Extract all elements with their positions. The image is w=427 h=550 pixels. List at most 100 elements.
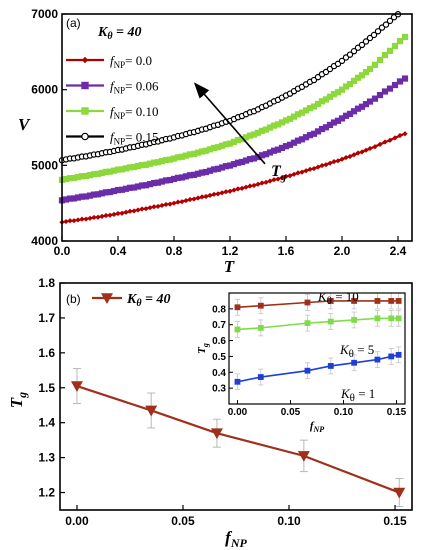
panel-a-point xyxy=(350,77,358,85)
panel-a-point xyxy=(397,132,403,139)
panel-a-point xyxy=(163,201,169,208)
inset-point xyxy=(395,351,402,358)
panel-a: 0.0 0.4 0.8 1.2 1.6 2.0 2.4 4000 5000 6000 7000 (a… xyxy=(18,7,413,276)
panel-a-point xyxy=(382,21,390,28)
panel-a-point xyxy=(363,147,369,153)
panel-a-legend-item: fNP= 0.10 xyxy=(66,104,158,121)
panel-a-label: (a) xyxy=(66,16,81,30)
panel-a-legend-item: fNP= 0.06 xyxy=(66,79,159,96)
inset-point xyxy=(304,320,311,327)
panel-a-point xyxy=(255,181,261,187)
panel-a-point xyxy=(279,175,285,181)
panel-a-point xyxy=(207,192,213,198)
panel-a-point xyxy=(143,206,149,212)
panel-a-point xyxy=(111,211,117,218)
panel-b-series-0 xyxy=(70,368,406,508)
panel-a-point xyxy=(259,180,265,186)
legend-swatch-marker xyxy=(81,81,89,90)
panel-a-point xyxy=(271,177,277,183)
panel-a-point xyxy=(95,214,101,220)
inset-point xyxy=(257,374,264,380)
panel-b-ytick-label: 1.2 xyxy=(38,486,55,500)
panel-a-point xyxy=(396,78,404,85)
panel-a-frame xyxy=(61,13,413,242)
panel-a-point xyxy=(386,47,394,54)
panel-b-point xyxy=(297,451,310,462)
panel-a-point xyxy=(386,17,394,25)
panel-b-xtick-label: 0.15 xyxy=(383,514,407,528)
legend-swatch-marker xyxy=(81,107,89,115)
panel-a-point xyxy=(355,150,361,156)
panel-a-point xyxy=(311,165,317,172)
inset-point xyxy=(327,363,334,369)
inset-ylabel: Tg xyxy=(196,343,210,354)
panel-a-point xyxy=(295,170,301,176)
panel-a-point xyxy=(323,162,329,168)
panel-a-point xyxy=(392,135,398,141)
panel-a-point xyxy=(127,208,133,214)
inset-ytick-label: 0.5 xyxy=(212,352,226,363)
panel-a-legend-label: fNP= 0.06 xyxy=(110,79,159,96)
panel-a-point xyxy=(307,166,313,172)
panel-a-point xyxy=(391,81,399,89)
panel-a-point xyxy=(123,209,129,215)
inset-point xyxy=(351,298,358,304)
panel-a-point xyxy=(139,206,145,212)
panel-a-series-line xyxy=(61,132,406,224)
panel-a-ytick-label: 6000 xyxy=(31,83,58,97)
inset-ytick-label: 0.4 xyxy=(212,368,226,379)
panel-b-legend-title: Kθ = 40 xyxy=(126,292,171,309)
panel-a-point xyxy=(315,164,321,170)
panel-a-point xyxy=(159,202,165,209)
panel-a-point xyxy=(235,186,241,192)
panel-b-ytick-label: 1.5 xyxy=(38,381,55,395)
legend-swatch-marker xyxy=(81,56,89,64)
legend-swatch-marker xyxy=(101,293,113,304)
panel-a-point xyxy=(247,183,253,189)
panel-a-point xyxy=(75,217,81,223)
panel-a-point xyxy=(211,191,217,197)
panel-a-point xyxy=(155,203,161,210)
panel-a-point xyxy=(151,204,157,210)
inset-label-k5: Kθ = 5 xyxy=(339,342,374,360)
panel-a-point xyxy=(391,42,399,50)
panel-a-point xyxy=(358,72,366,79)
panel-a-point xyxy=(191,196,197,202)
inset-ytick-label: 0.7 xyxy=(212,320,226,331)
inset-series-0 xyxy=(234,292,402,316)
panel-a-point xyxy=(346,51,354,58)
panel-a-xtick-label: 1.6 xyxy=(278,244,295,258)
inset-point xyxy=(395,315,402,322)
panel-a-point xyxy=(187,196,193,203)
panel-a-point xyxy=(215,191,221,197)
inset-label-k10: Kθ = 10 xyxy=(317,289,359,307)
panel-a-point xyxy=(119,210,125,216)
panel-a-point xyxy=(303,168,309,174)
panel-a-point xyxy=(71,218,77,224)
inset-point xyxy=(234,304,241,311)
panel-a-point xyxy=(167,201,173,207)
panel-b-frame xyxy=(59,282,413,511)
panel-a-point xyxy=(402,131,408,137)
inset-ytick-label: 0.3 xyxy=(212,384,226,395)
inset-frame xyxy=(228,292,406,405)
inset-point xyxy=(374,315,381,322)
panel-b-ytick-label: 1.7 xyxy=(38,311,55,325)
panel-a-point xyxy=(327,160,333,166)
inset-series-2 xyxy=(234,346,402,391)
panel-b-ytick-label: 1.6 xyxy=(38,346,55,360)
panel-a-xtick-label: 2.4 xyxy=(390,244,407,258)
inset-label-k1: Kθ = 1 xyxy=(340,386,375,404)
panel-a-xtick-label: 0.0 xyxy=(54,244,71,258)
inset-point xyxy=(374,356,381,363)
inset-point xyxy=(388,298,395,304)
panel-b-xlabel: fNP xyxy=(225,528,247,550)
inset-point xyxy=(234,378,241,385)
panel-a-point xyxy=(350,47,358,55)
panel-a-point xyxy=(359,149,365,155)
inset-xtick-label: 0.00 xyxy=(228,407,248,418)
panel-a-point xyxy=(381,51,389,59)
inset-ytick-label: 0.6 xyxy=(212,336,226,347)
panel-b-point xyxy=(145,405,158,417)
